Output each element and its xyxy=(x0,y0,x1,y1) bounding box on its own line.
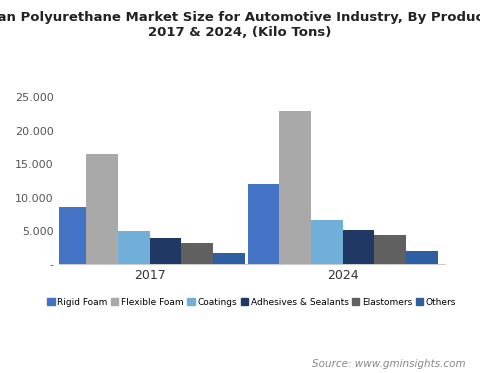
Bar xyxy=(213,253,245,264)
Bar xyxy=(118,231,150,264)
Bar xyxy=(54,207,86,264)
Bar xyxy=(343,230,374,264)
Bar xyxy=(374,235,406,264)
Bar xyxy=(406,251,438,264)
Bar xyxy=(311,220,343,264)
Bar xyxy=(86,154,118,264)
Text: Iran Polyurethane Market Size for Automotive Industry, By Product,
2017 & 2024, : Iran Polyurethane Market Size for Automo… xyxy=(0,11,480,39)
Legend: Rigid Foam, Flexible Foam, Coatings, Adhesives & Sealants, Elastomers, Others: Rigid Foam, Flexible Foam, Coatings, Adh… xyxy=(46,296,458,308)
Bar xyxy=(181,243,213,264)
Bar xyxy=(279,111,311,264)
Bar xyxy=(248,184,279,264)
Text: Source: www.gminsights.com: Source: www.gminsights.com xyxy=(312,359,466,369)
Bar xyxy=(150,238,181,264)
